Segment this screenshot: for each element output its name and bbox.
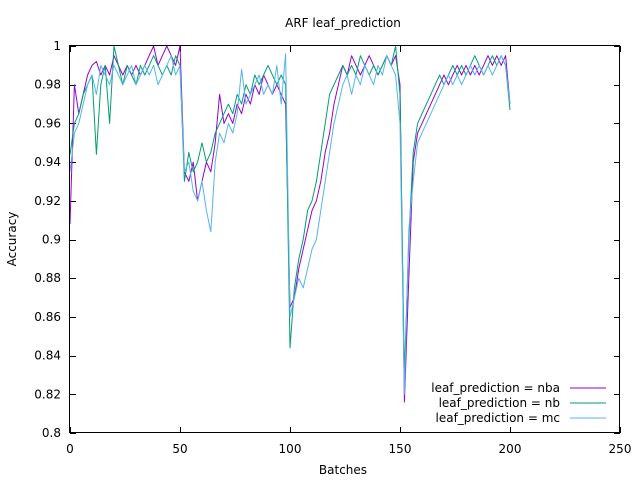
x-tick-label: 200 (499, 442, 522, 456)
axis-ticks: 0 50 100 150 200 250 0.8 0.82 0.84 0.86 0.88 0.9 0.9… (34, 39, 631, 456)
legend-label: leaf_prediction = nb (439, 396, 560, 410)
y-tick-label: 0.96 (34, 116, 61, 130)
y-tick-label: 0.82 (34, 387, 61, 401)
series-line-1 (69, 45, 511, 376)
x-tick-label: 250 (609, 442, 632, 456)
y-tick-label: 1 (53, 39, 61, 53)
x-axis-label: Batches (319, 463, 367, 477)
y-tick-label: 0.98 (34, 78, 61, 92)
y-tick-label: 0.92 (34, 194, 61, 208)
series-line-2 (69, 53, 511, 395)
series-lines (69, 45, 511, 403)
y-tick-label: 0.88 (34, 271, 61, 285)
legend-label: leaf_prediction = mc (436, 411, 560, 425)
y-tick-label: 0.8 (42, 426, 61, 440)
chart-title: ARF leaf_prediction (285, 16, 401, 30)
y-tick-label: 0.86 (34, 310, 61, 324)
legend-label: leaf_prediction = nba (431, 381, 560, 395)
y-axis-label: Accuracy (5, 212, 19, 267)
plot-frame (69, 45, 620, 433)
x-tick-label: 100 (279, 442, 302, 456)
y-tick-label: 0.94 (34, 155, 61, 169)
x-tick-label: 50 (172, 442, 187, 456)
y-tick-label: 0.84 (34, 349, 61, 363)
x-tick-label: 150 (389, 442, 412, 456)
x-tick-label: 0 (66, 442, 74, 456)
series-line-0 (69, 45, 511, 403)
y-tick-label: 0.9 (42, 233, 61, 247)
